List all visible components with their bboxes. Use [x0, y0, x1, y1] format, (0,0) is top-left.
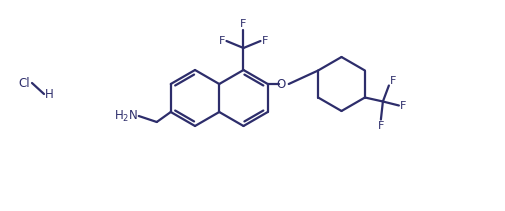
- Text: H: H: [45, 88, 54, 100]
- Text: O: O: [276, 77, 285, 91]
- Text: F: F: [378, 120, 384, 130]
- Text: F: F: [400, 100, 406, 111]
- Text: F: F: [390, 76, 396, 85]
- Text: F: F: [262, 36, 268, 46]
- Text: F: F: [219, 36, 226, 46]
- Text: H$_2$N: H$_2$N: [114, 108, 138, 124]
- Text: Cl: Cl: [18, 77, 30, 89]
- Text: F: F: [240, 19, 246, 29]
